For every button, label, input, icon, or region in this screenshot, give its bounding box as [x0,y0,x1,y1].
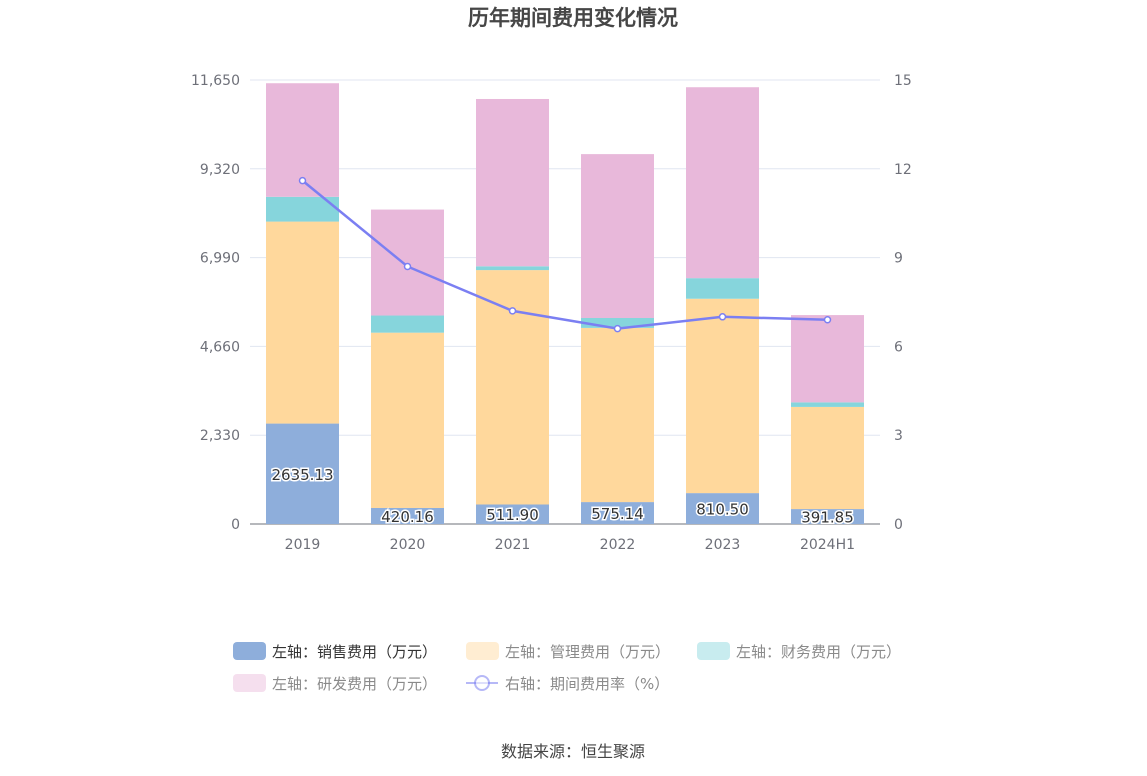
left-axis-tick: 11,650 [191,73,240,89]
bar-segment[interactable] [581,154,654,319]
left-axis-tick: 6,990 [200,251,240,267]
rate-point[interactable] [718,313,727,321]
bar-segment[interactable] [581,502,654,524]
legend-swatch[interactable] [697,642,730,660]
rate-line-path [301,179,828,330]
x-axis-tick: 2022 [600,537,636,553]
bar-segment[interactable] [791,402,864,407]
chart-title: 历年期间费用变化情况 [468,6,678,30]
source-text: 数据来源：恒生聚源 [501,742,645,761]
x-axis-tick: 2023 [705,537,741,553]
bar-segment[interactable] [686,87,759,279]
legend-swatch[interactable] [474,675,490,691]
x-axis-tick: 2021 [495,537,531,553]
legend-swatch[interactable] [233,642,266,660]
bar-segment[interactable] [266,423,339,524]
legend-label[interactable]: 右轴：期间费用率（%） [505,675,669,693]
x-axis-tick: 2020 [390,537,426,553]
bar-segment[interactable] [791,315,864,403]
rate-point[interactable] [823,316,832,324]
legend-label[interactable]: 左轴：管理费用（万元） [505,643,670,661]
legend-label[interactable]: 左轴：财务费用（万元） [736,643,901,661]
right-axis-tick: 6 [894,339,903,355]
bar-segment[interactable] [371,209,444,316]
legend-label[interactable]: 左轴：研发费用（万元） [272,675,437,693]
right-axis-tick: 15 [894,73,912,89]
bar-label: 391.85 [801,509,854,527]
legend-label[interactable]: 左轴：销售费用（万元） [272,643,437,661]
left-axis-tick: 2,330 [200,428,240,444]
grid-lines [250,79,880,525]
bar-segment[interactable] [266,221,339,424]
bar-label: 810.50 [696,501,749,519]
bar-label: 420.16 [381,508,434,526]
rate-line [298,176,832,333]
right-axis-tick: 3 [894,428,903,444]
bar-segment[interactable] [686,298,759,494]
bar-label: 511.90 [486,506,539,524]
legend-swatch[interactable] [233,674,266,692]
right-axis-tick: 12 [894,162,912,178]
rate-point[interactable] [403,262,412,271]
data-labels: 2635.13 420.16 511.90 575.14 810.50 391.85 [270,464,855,528]
legend-swatch[interactable] [466,642,499,660]
x-axis-tick: 2019 [285,537,321,553]
bar-segment[interactable] [371,332,444,508]
rate-point[interactable] [508,307,517,315]
bar-segment[interactable] [476,504,549,524]
bar-segment[interactable] [476,266,549,271]
right-axis-tick: 0 [894,517,903,533]
bar-segment[interactable] [371,315,444,333]
left-axis-tick: 0 [231,517,240,533]
bars [266,83,864,524]
bar-segment[interactable] [476,270,549,505]
bar-segment[interactable] [581,318,654,328]
legend[interactable]: 左轴：销售费用（万元） 左轴：管理费用（万元） 左轴：财务费用（万元） 左轴：研发费用… [233,642,901,693]
bar-label: 575.14 [591,505,644,523]
x-axis-tick: 2024H1 [800,537,855,553]
bar-segment[interactable] [791,406,864,510]
bar-label: 2635.13 [271,466,333,484]
rate-point[interactable] [298,176,307,185]
left-axis-tick: 4,660 [200,339,240,355]
right-axis-tick: 9 [894,251,903,267]
axis-ticks: 0 2,330 4,660 6,990 9,320 11,650 0 3 6 9 12 15 2019 2… [191,73,912,553]
bar-segment[interactable] [371,507,444,524]
bar-segment[interactable] [791,509,864,524]
rate-point[interactable] [613,324,622,333]
bar-segment[interactable] [686,493,759,524]
bar-segment[interactable] [581,327,654,503]
bar-segment[interactable] [686,278,759,299]
bar-segment[interactable] [476,98,549,267]
left-axis-tick: 9,320 [200,162,240,178]
